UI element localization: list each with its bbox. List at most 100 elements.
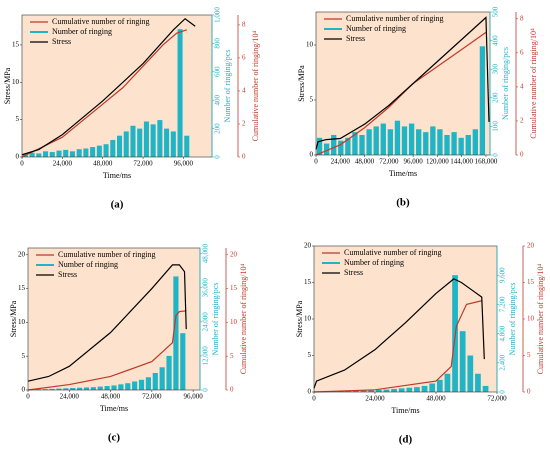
y2-tick-label: 2,400: [499, 354, 507, 370]
ringing-bar: [90, 387, 96, 390]
y2-tick-label: 0: [214, 155, 222, 159]
x-tick-label: 48,000: [101, 393, 121, 401]
series-line: [21, 17, 196, 156]
ringing-bar: [436, 379, 443, 392]
ringing-bar: [423, 132, 429, 155]
series-line: [315, 31, 487, 156]
ringing-bar: [345, 390, 352, 392]
ringing-bar: [130, 125, 136, 157]
legend-label: Cumulative number of ringing: [58, 250, 156, 259]
x-axis-title: Time/ms: [100, 404, 128, 413]
y2-tick-label: 36,000: [202, 278, 210, 298]
ringing-bar: [56, 388, 62, 390]
y3-tick-label: 0: [520, 151, 524, 159]
x-axis-title: Time/ms: [391, 406, 419, 415]
ringing-bar: [394, 120, 401, 155]
x-tick-label: 0: [312, 395, 316, 403]
ringing-bar: [76, 149, 82, 157]
y3-tick-label: 0: [230, 386, 234, 394]
ringing-bar: [353, 390, 359, 392]
ringing-bar: [104, 386, 110, 390]
ringing-bar: [96, 145, 102, 157]
ringing-bar: [56, 150, 62, 157]
legend-label: Number of ringing: [346, 24, 406, 33]
x-tick-label: 72,000: [487, 395, 507, 403]
y2-tick-label: 0: [202, 388, 210, 392]
x-tick-label: 48,000: [426, 395, 446, 403]
y-tick-label: 10: [304, 315, 312, 323]
x-tick-label: 120,000: [426, 158, 449, 166]
ringing-bar: [375, 389, 382, 392]
ringing-bar: [338, 140, 344, 155]
ringing-bar: [123, 131, 129, 157]
y2-tick-label: 600: [214, 66, 222, 77]
ringing-bar: [408, 123, 415, 155]
ringing-bar: [373, 126, 379, 155]
ringing-bar: [458, 137, 464, 155]
ringing-bar: [177, 29, 183, 158]
ringing-bar: [118, 384, 124, 390]
ringing-bar: [368, 390, 375, 392]
ringing-bar: [316, 137, 323, 155]
ringing-bar: [83, 387, 90, 390]
y-tick-label: 0: [16, 153, 20, 161]
ringing-bar: [77, 387, 83, 390]
x-tick-label: 144,000: [450, 158, 473, 166]
y3-tick-label: 6: [520, 48, 524, 56]
y3-axis-title: Cumulative number of ringing/10⁴: [536, 264, 545, 375]
y-tick-label: 10: [18, 318, 26, 326]
ringing-bar: [157, 120, 163, 157]
y2-tick-label: 500: [492, 6, 500, 17]
y-tick-label: 15: [18, 284, 26, 292]
ringing-bar: [132, 381, 138, 390]
ringing-bar: [43, 151, 49, 157]
y-tick-label: 5: [22, 352, 26, 360]
ringing-bar: [444, 134, 450, 155]
y-tick-label: 5: [16, 115, 20, 123]
y2-tick-label: 1,000: [214, 7, 222, 23]
ringing-bar: [387, 129, 394, 155]
y3-tick-label: 6: [242, 54, 246, 62]
ringing-bar: [482, 385, 489, 392]
ringing-bar: [414, 387, 420, 392]
legend-label: Stress: [58, 270, 77, 279]
ringing-bar: [35, 389, 41, 390]
y-axis-title: Stress/MPa: [295, 300, 304, 337]
y-tick-label: 0: [310, 151, 314, 159]
ringing-bar: [69, 151, 75, 157]
x-tick-label: 0: [314, 158, 318, 166]
ringing-bar: [103, 144, 109, 157]
ringing-bar: [150, 124, 156, 157]
y2-tick-label: 100: [492, 121, 500, 132]
x-tick-label: 24,000: [365, 395, 385, 403]
y2-tick-label: 400: [492, 35, 500, 46]
ringing-bar: [429, 383, 436, 392]
y2-tick-label: 48,000: [202, 244, 210, 264]
y3-tick-label: 20: [230, 250, 238, 258]
y-tick-label: 15: [304, 278, 312, 286]
y3-tick-label: 4: [520, 83, 524, 91]
ringing-bar: [331, 134, 337, 155]
ringing-bar: [352, 132, 358, 155]
ringing-bar: [166, 355, 172, 390]
ringing-bar: [383, 389, 390, 392]
y2-axis-title: Number of ringing/pcs: [501, 47, 510, 120]
y2-tick-label: 0: [492, 153, 500, 157]
y2-tick-label: 7,200: [499, 296, 507, 312]
y3-tick-label: 4: [242, 87, 246, 95]
y3-tick-label: 2: [242, 120, 246, 128]
x-tick-label: 72,000: [142, 393, 162, 401]
y-tick-label: 0: [22, 386, 26, 394]
legend-label: Cumulative number of ringing: [52, 17, 150, 26]
x-tick-label: 72,000: [133, 160, 153, 168]
ringing-bar: [164, 128, 170, 157]
y-tick-label: 20: [304, 242, 312, 250]
panel-label: (b): [396, 197, 410, 209]
y2-axis-title: Number of ringing/pcs: [223, 50, 232, 123]
ringing-bar: [401, 126, 408, 155]
ringing-bar: [391, 388, 397, 392]
panel-label: (a): [111, 199, 124, 211]
ringing-bar: [97, 386, 103, 390]
x-tick-label: 96,000: [183, 393, 203, 401]
y-tick-label: 20: [18, 250, 26, 258]
